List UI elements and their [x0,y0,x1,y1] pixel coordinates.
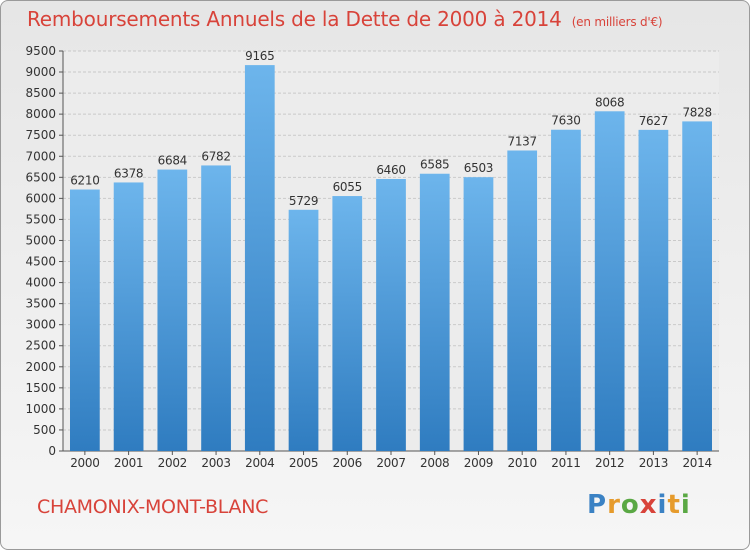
logo-letter: i [657,490,668,520]
bar-2002 [157,169,188,451]
bar-2014 [682,121,713,452]
proxiti-logo: Proxiti [587,490,691,520]
bar-2008 [419,173,450,451]
bar-2013 [638,129,669,451]
logo-letter: P [587,490,608,520]
data-label-2004: 9165 [245,49,274,63]
y-tick-label: 8000 [25,107,56,121]
y-tick-label: 7000 [25,149,56,163]
bar-2004 [244,65,275,452]
data-label-2008: 6585 [420,158,449,172]
data-label-2013: 7627 [639,114,668,128]
x-tick-label: 2009 [464,456,493,470]
y-tick-label: 3000 [25,318,56,332]
chart-title-text: Remboursements Annuels de la Dette de 20… [27,7,562,31]
y-tick-label: 1000 [25,402,56,416]
chart-title: Remboursements Annuels de la Dette de 20… [27,7,663,31]
y-tick-label: 9000 [25,65,56,79]
y-tick-label: 4500 [25,255,56,269]
bar-2010 [507,150,538,451]
bar-2000 [69,189,100,452]
bar-2012 [594,111,625,451]
x-tick-label: 2008 [420,456,449,470]
bar-2009 [463,177,494,452]
y-tick-label: 4000 [25,276,56,290]
y-tick-label: 500 [33,423,56,437]
bar-2007 [376,179,406,451]
data-label-2010: 7137 [508,134,537,148]
y-tick-label: 5500 [25,212,56,226]
y-tick-label: 7500 [25,128,56,142]
data-label-2014: 7828 [682,105,711,119]
y-tick-label: 2500 [25,339,56,353]
y-tick-label: 6000 [25,191,56,205]
y-tick-label: 5000 [25,233,56,247]
y-tick-label: 3500 [25,297,56,311]
x-tick-label: 2012 [595,456,624,470]
data-label-2001: 6378 [114,166,143,180]
x-tick-label: 2014 [682,456,711,470]
x-tick-label: 2000 [70,456,99,470]
logo-letter: o [620,490,640,520]
y-tick-label: 9500 [25,44,56,58]
data-label-2003: 6782 [201,149,230,163]
x-tick-label: 2001 [114,456,143,470]
bar-2011 [551,129,581,451]
y-tick-label: 0 [48,444,56,458]
data-label-2005: 5729 [289,194,318,208]
x-tick-label: 2003 [201,456,230,470]
logo-letter: r [607,490,621,520]
bars [69,65,713,452]
y-tick-label: 2000 [25,360,56,374]
logo-letter: x [639,490,658,520]
y-tick-label: 8500 [25,86,56,100]
y-tick-label: 1500 [25,381,56,395]
data-label-2012: 8068 [595,95,624,109]
data-labels: 6210 6378 6684 6782 9165 5729 6055 6460 6585 6503… [70,49,712,208]
logo-letter: t [667,490,681,520]
bar-2006 [332,196,363,451]
x-tick-label: 2011 [551,456,580,470]
bar-2005 [288,209,319,451]
data-label-2009: 6503 [464,161,493,175]
bar-2001 [113,182,144,451]
x-tick-label: 2013 [639,456,668,470]
x-tick-label: 2006 [333,456,362,470]
chart-subtitle: (en milliers d'€) [571,15,663,29]
commune-name: CHAMONIX-MONT-BLANC [37,496,269,518]
bar-2003 [201,165,231,451]
x-tick-label: 2007 [376,456,405,470]
data-label-2002: 6684 [158,154,187,168]
data-label-2011: 7630 [551,114,580,128]
x-tick-label: 2002 [158,456,187,470]
logo-letter: i [680,490,691,520]
x-tick-label: 2010 [508,456,537,470]
x-tick-label: 2005 [289,456,318,470]
y-tick-label: 6500 [25,170,56,184]
x-tick-label: 2004 [245,456,274,470]
data-label-2000: 6210 [70,174,99,188]
data-label-2007: 6460 [376,163,405,177]
data-label-2006: 6055 [333,180,362,194]
